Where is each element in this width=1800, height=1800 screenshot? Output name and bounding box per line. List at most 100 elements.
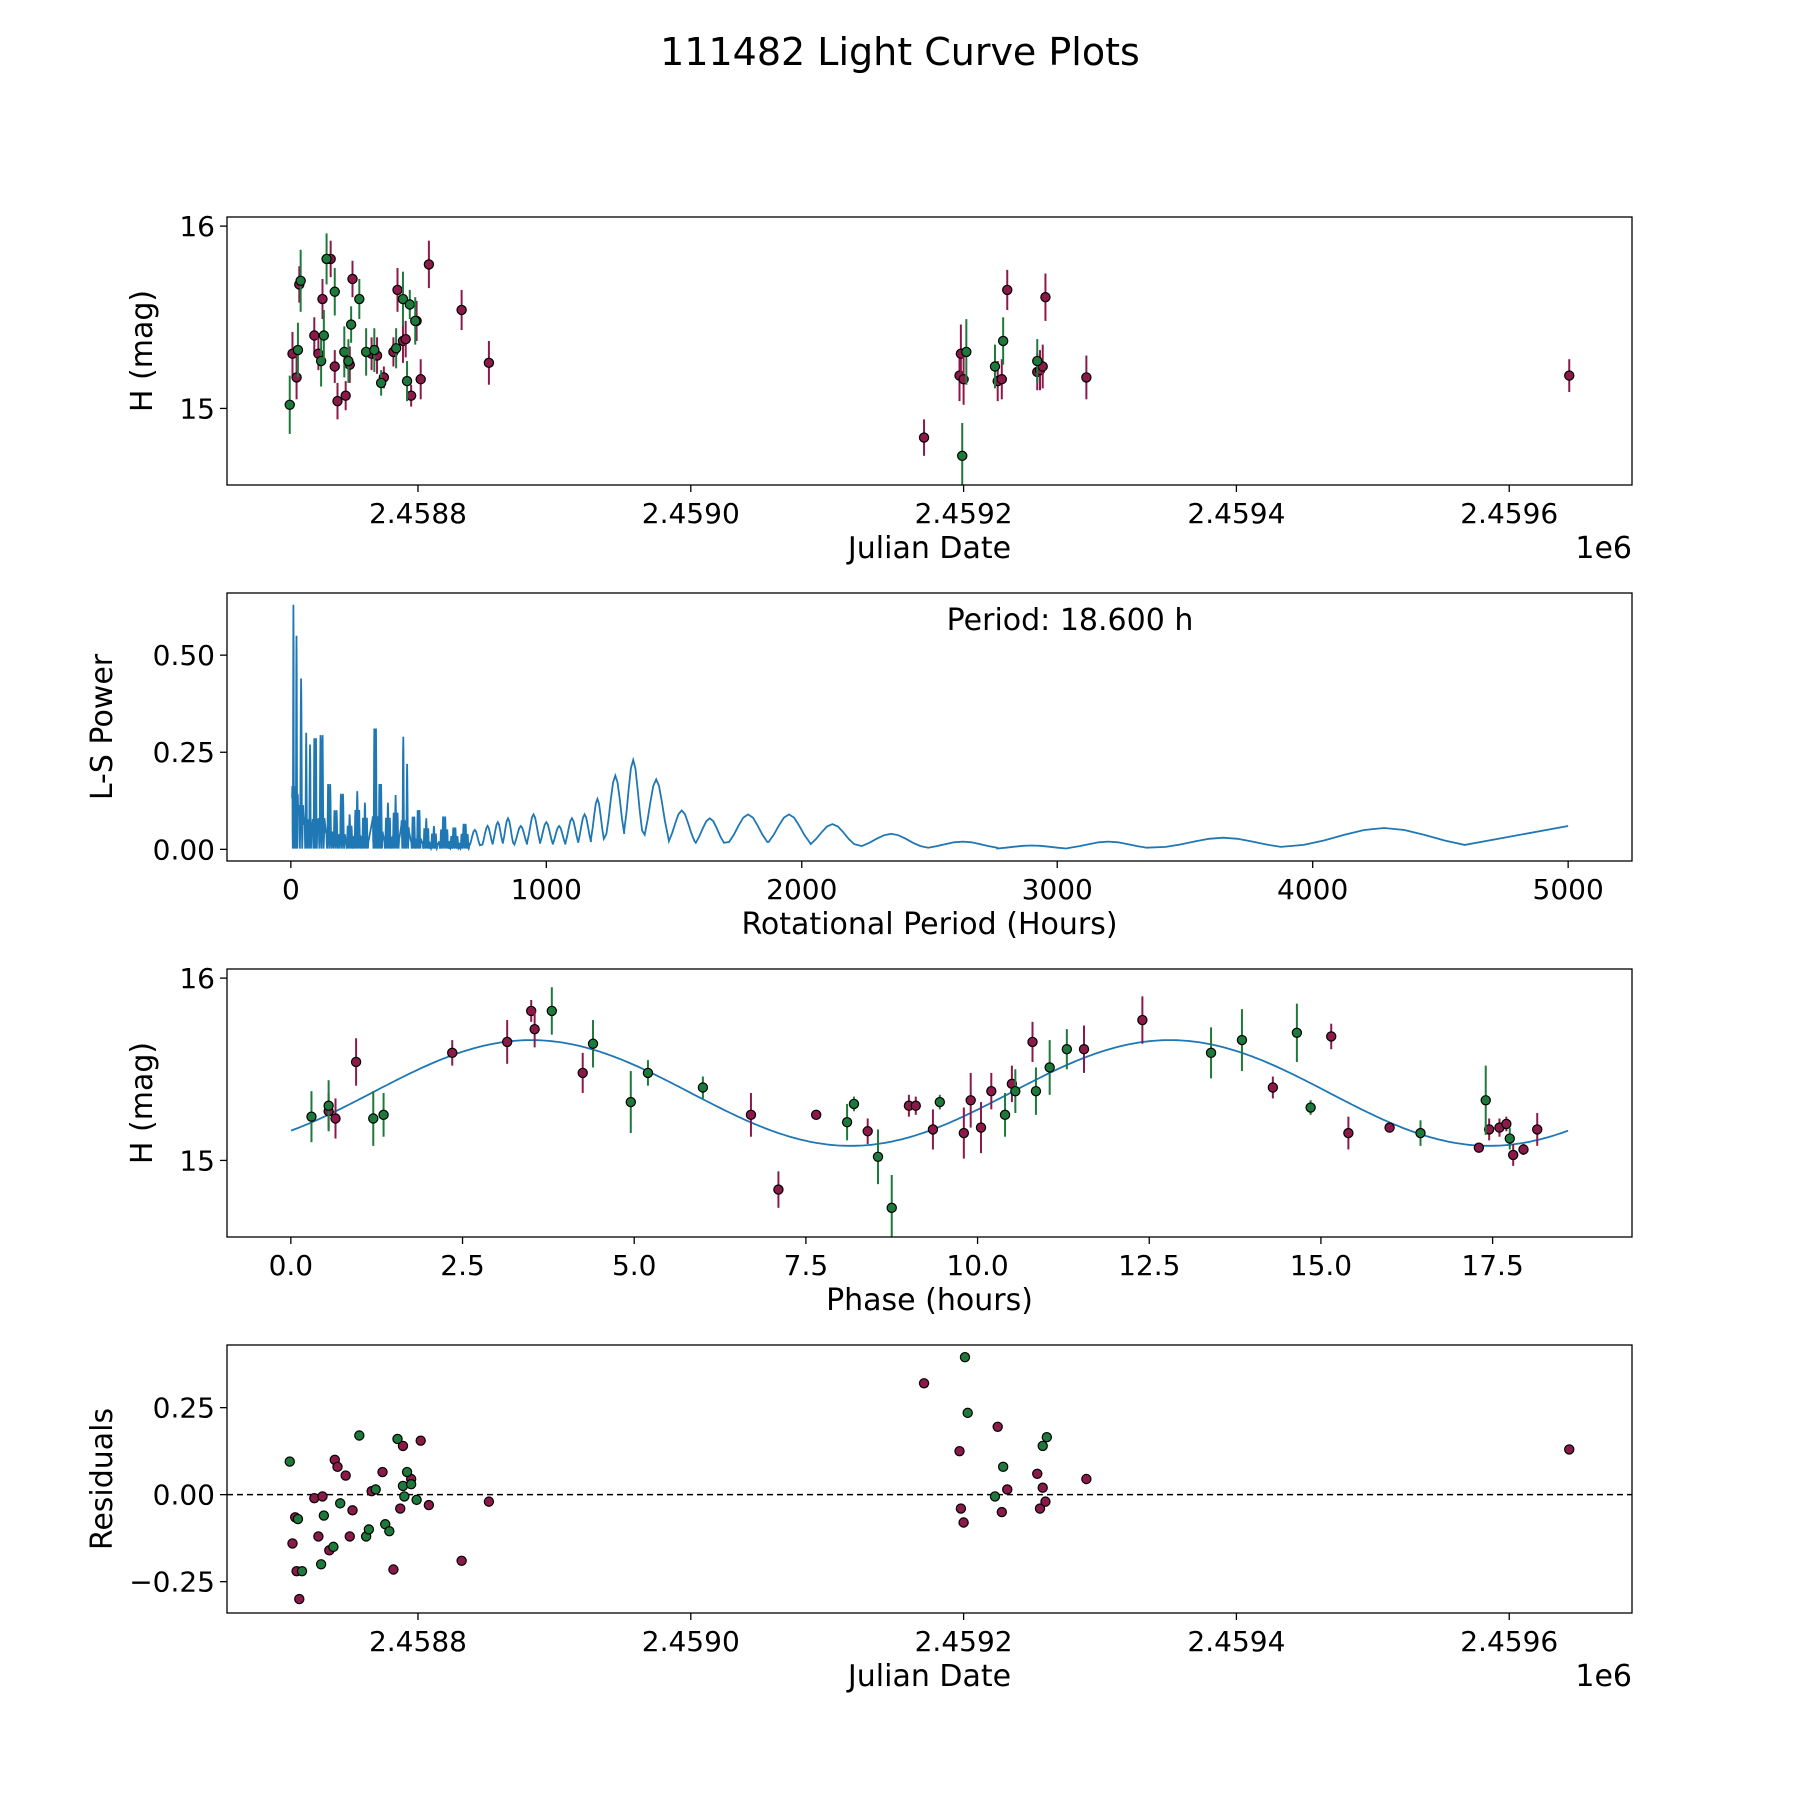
data-point-red (1483, 1124, 1495, 1135)
data-point-green (401, 1466, 413, 1478)
data-point-red (1002, 284, 1013, 296)
data-point-red (1081, 1473, 1092, 1485)
y-tick-label: −0.25 (129, 1566, 215, 1599)
data-point-green (284, 399, 295, 410)
data-point-red (344, 1531, 355, 1542)
data-point-green (315, 1559, 327, 1570)
data-point-red (347, 273, 358, 285)
data-point-green (335, 1498, 346, 1509)
data-point-green (1291, 1027, 1303, 1039)
data-point-green (375, 377, 387, 389)
data-point-green (404, 299, 415, 310)
data-point-green (1305, 1102, 1316, 1113)
data-point-green (989, 1491, 1001, 1502)
data-point-red (294, 1593, 305, 1605)
data-point-green (284, 1456, 295, 1467)
data-point-red (1518, 1144, 1529, 1155)
data-point-green (959, 1351, 971, 1363)
data-point-red (745, 1109, 757, 1121)
data-point-green (546, 1005, 558, 1017)
data-point-green (399, 1491, 410, 1502)
x-tick-label: 0 (282, 873, 300, 906)
y-tick-label: 0.00 (153, 1479, 215, 1512)
data-point-red (313, 1531, 324, 1542)
data-point-red (377, 1466, 388, 1478)
data-point-green (999, 1109, 1011, 1121)
y-tick-label: 0.25 (153, 1392, 215, 1425)
x-tick-label: 2.4594 (1187, 1625, 1285, 1658)
y-axis-label: L-S Power (85, 653, 120, 800)
data-point-red (291, 372, 302, 383)
data-point-red (350, 1056, 362, 1068)
data-point-green (1041, 1432, 1053, 1443)
data-point-green (587, 1038, 599, 1049)
data-point-red (1326, 1031, 1337, 1042)
data-point-green (1032, 355, 1043, 367)
x-tick-label: 10.0 (946, 1249, 1008, 1282)
x-tick-label: 2.4596 (1460, 1625, 1558, 1658)
data-point-green (368, 1113, 379, 1124)
y-tick-label: 15 (179, 1144, 215, 1177)
periodogram-line (291, 604, 1569, 852)
x-axis-label: Julian Date (846, 1659, 1011, 1694)
data-point-red (810, 1109, 822, 1121)
data-point-red (483, 357, 495, 369)
data-point-red (1532, 1124, 1543, 1135)
data-point-green (1205, 1047, 1217, 1059)
data-point-green (378, 1109, 389, 1121)
data-point-green (390, 343, 402, 354)
data-point-red (955, 1503, 967, 1514)
data-point-green (997, 1461, 1009, 1473)
data-point-green (411, 1494, 422, 1506)
data-point-red (483, 1496, 495, 1507)
data-point-red (1564, 370, 1575, 381)
data-point-red (423, 1499, 435, 1511)
data-point-red (400, 333, 411, 345)
data-point-red (330, 1113, 341, 1124)
data-point-green (295, 275, 306, 287)
axes-frame (226, 592, 1633, 862)
data-point-red (1040, 1496, 1051, 1507)
data-point-green (397, 293, 409, 305)
plot-area-phase_fold (290, 987, 1569, 1237)
x-tick-label: 5000 (1533, 873, 1604, 906)
data-point-red (996, 374, 1007, 385)
data-point-green (323, 1100, 334, 1111)
data-point-red (340, 1470, 351, 1481)
x-tick-label: 2.4588 (369, 497, 467, 530)
data-point-green (997, 335, 1009, 347)
data-point-green (1480, 1095, 1491, 1106)
data-point-green (405, 1479, 417, 1490)
data-point-green (369, 344, 380, 356)
data-point-green (318, 330, 330, 341)
data-point-green (318, 1510, 330, 1521)
data-point-green (354, 1430, 365, 1441)
data-point-green (384, 1526, 395, 1537)
data-point-red (1564, 1444, 1575, 1455)
data-point-green (328, 1541, 339, 1553)
panel-phase_fold: 0.0 2.5 5.0 7.5 10.0 12.5 15.0 17.5 15 16 Phase (h… (125, 962, 1633, 1318)
figure-title: 111482 Light Curve Plots (660, 30, 1140, 74)
data-point-red (1078, 1044, 1090, 1055)
data-point-red (332, 1461, 343, 1473)
data-point-red (1343, 1127, 1354, 1139)
data-point-red (415, 374, 426, 385)
data-point-red (992, 1421, 1003, 1432)
data-point-green (1010, 1085, 1021, 1097)
data-point-red (329, 361, 340, 372)
data-point-red (862, 1126, 873, 1137)
x-tick-label: 2.5 (440, 1249, 485, 1282)
period-annotation: Period: 18.600 h (947, 603, 1194, 638)
data-point-green (642, 1067, 654, 1079)
data-point-green (292, 1513, 304, 1525)
data-point-green (957, 450, 968, 462)
data-point-red (1081, 372, 1092, 383)
data-point-green (1044, 1062, 1055, 1073)
data-point-red (317, 1491, 328, 1502)
y-tick-label: 0.25 (153, 736, 215, 769)
data-point-red (577, 1067, 588, 1079)
data-point-red (1507, 1149, 1519, 1161)
data-point-red (456, 304, 467, 316)
data-point-green (321, 253, 332, 265)
data-point-red (1384, 1122, 1395, 1133)
